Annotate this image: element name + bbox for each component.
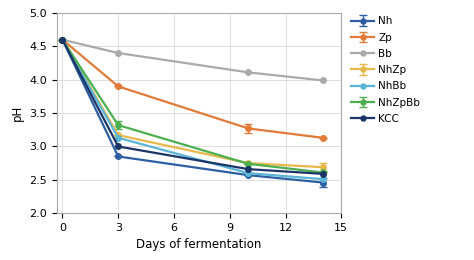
Legend: Nh, Zp, Bb, NhZp, NhBb, NhZpBb, KCC: Nh, Zp, Bb, NhZp, NhBb, NhZpBb, KCC xyxy=(349,14,422,126)
X-axis label: Days of fermentation: Days of fermentation xyxy=(137,238,262,251)
Y-axis label: pH: pH xyxy=(11,105,24,121)
